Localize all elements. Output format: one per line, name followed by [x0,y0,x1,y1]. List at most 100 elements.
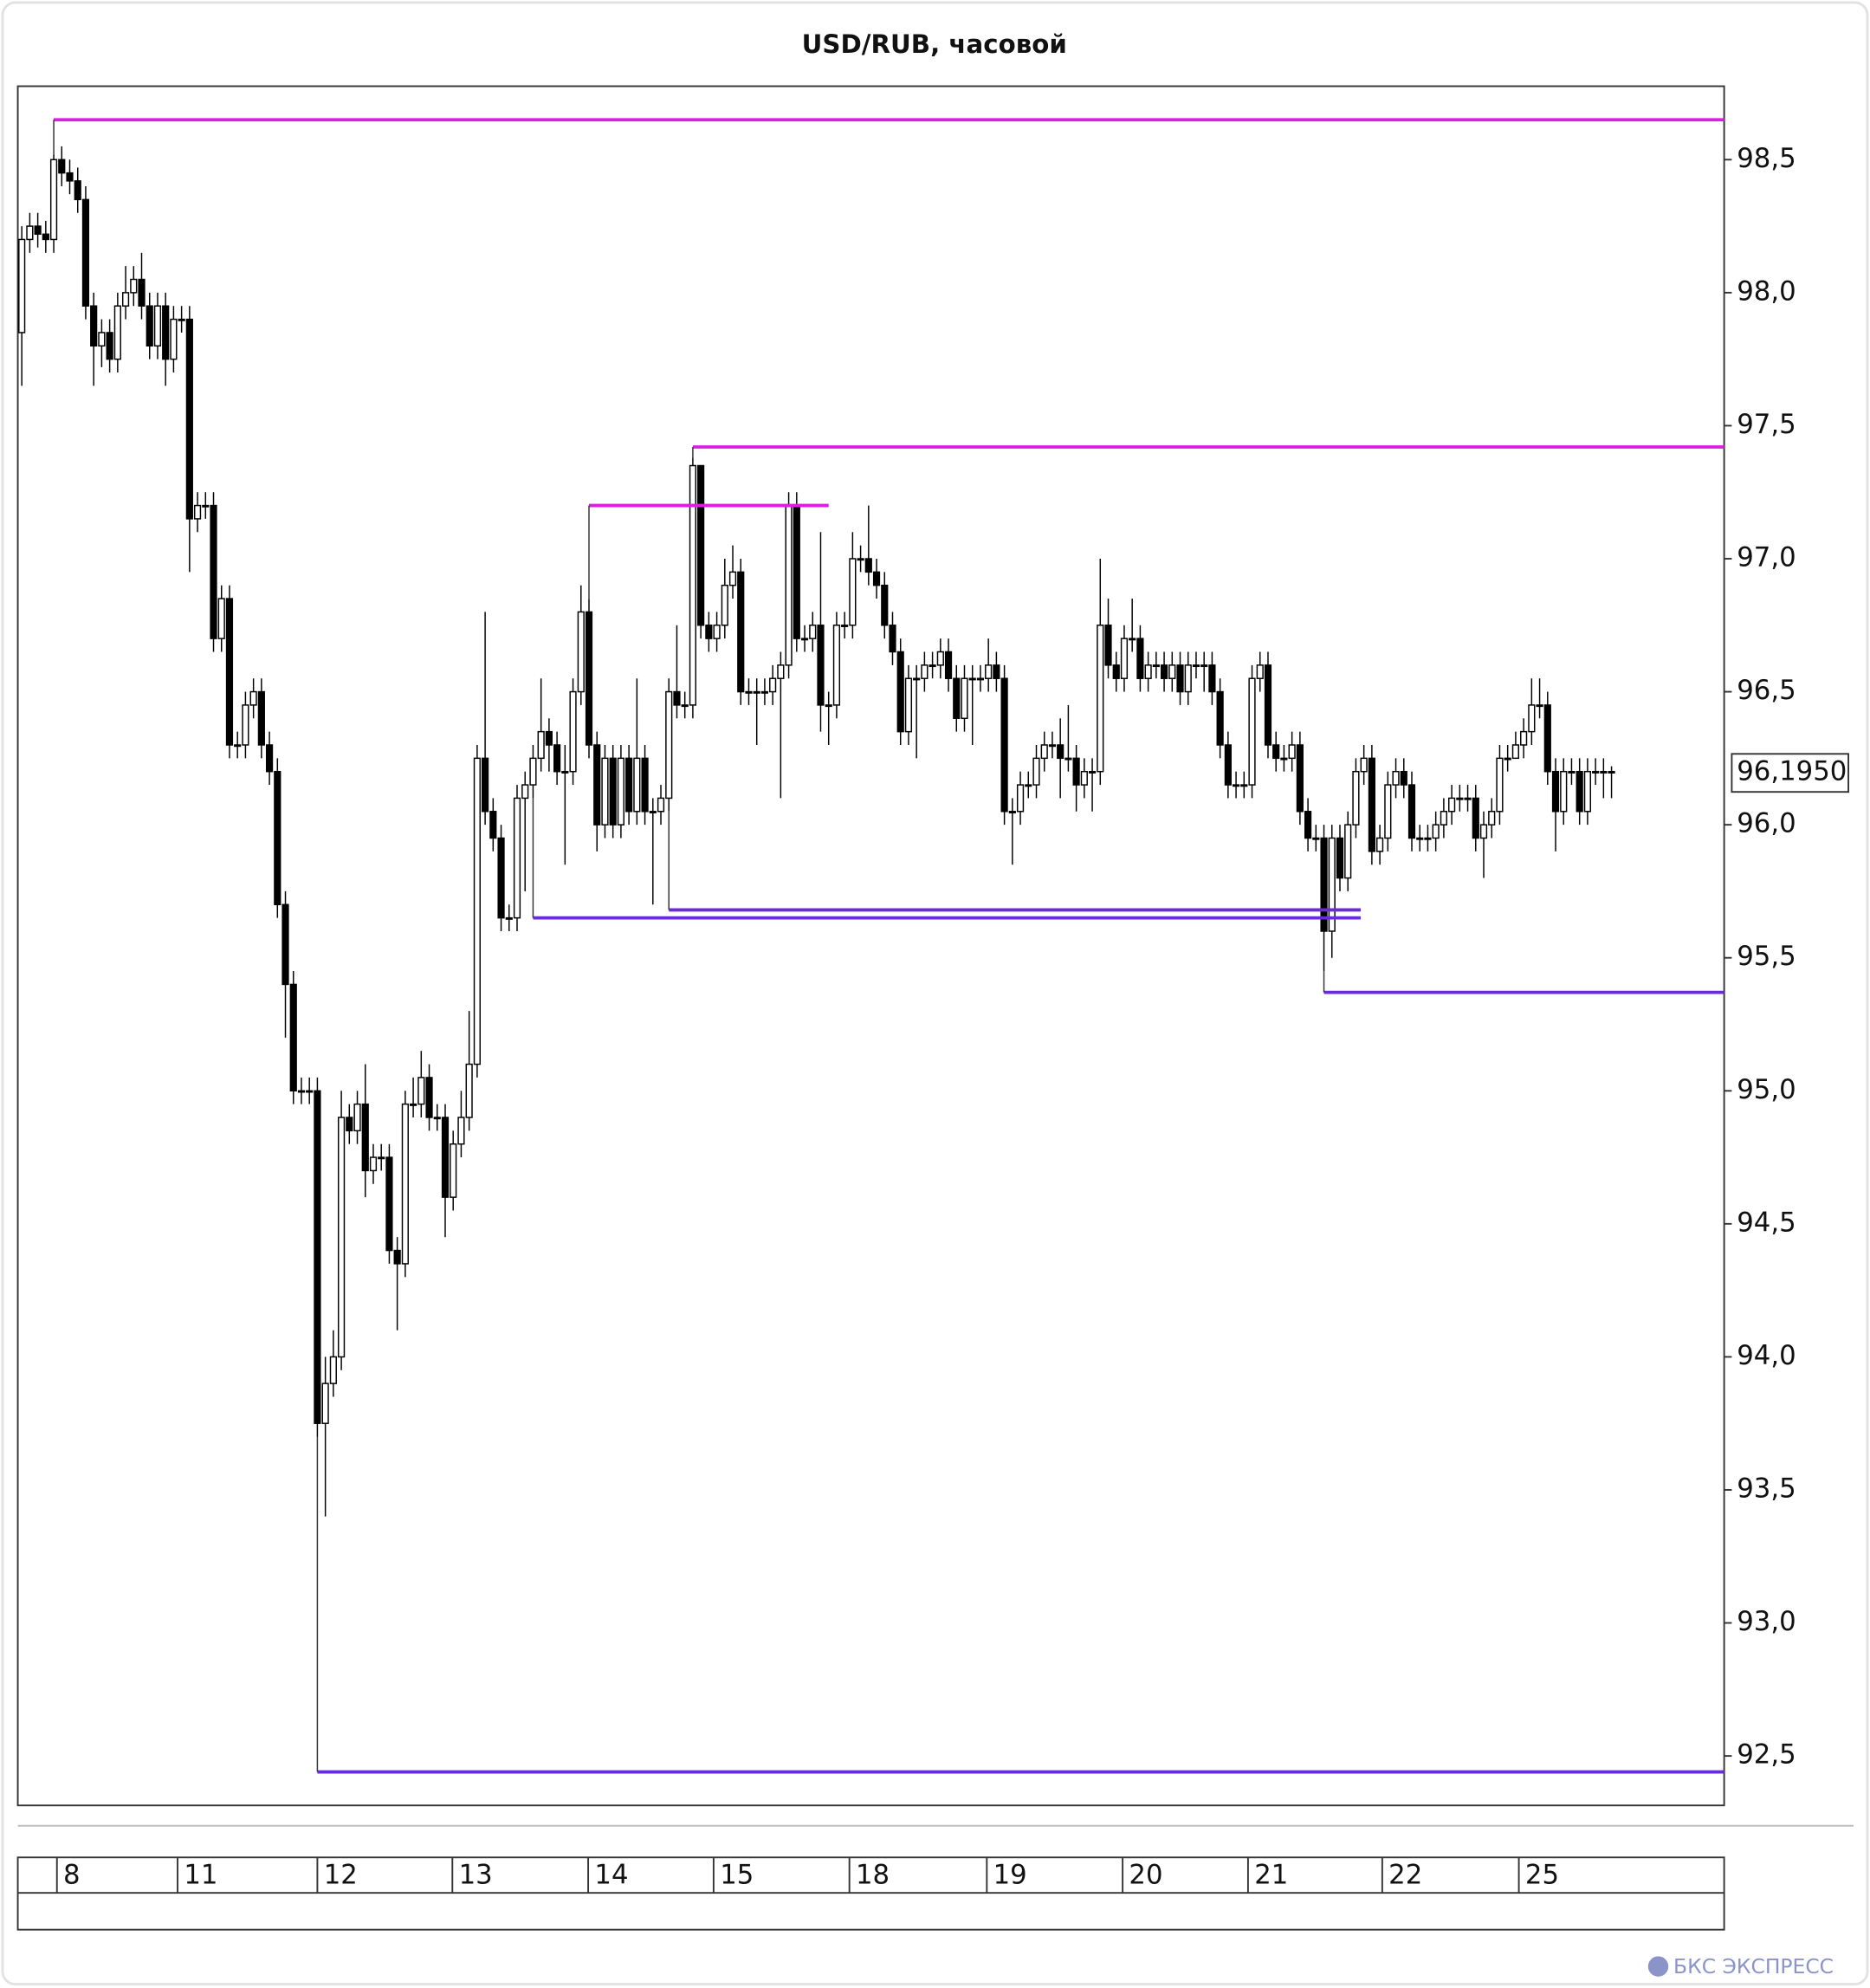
candle-body [993,664,1000,679]
candle-body [1000,677,1008,813]
candle-body [1072,757,1080,786]
candle-body [242,704,249,746]
candle-body [896,651,904,733]
candle-body [1336,837,1344,879]
candle-body [202,504,210,508]
candle-body [689,464,697,706]
candle-body [849,558,857,626]
candle-body [760,690,769,694]
candle-body [976,677,985,681]
candle-body [1184,664,1192,693]
candle-body [913,677,921,681]
candle-body [193,504,202,520]
candle-body [753,690,760,694]
candle-body [737,571,745,693]
candle-body [26,225,34,241]
candle-body [1008,811,1016,813]
candle-body [1064,757,1072,761]
candle-body [497,837,505,919]
candle-body [98,332,106,347]
candle-body [1032,757,1040,786]
candle-body [521,784,529,800]
candle-body [49,159,58,241]
candle-body [489,811,497,839]
candle-body [609,757,617,826]
candle-body [785,504,793,666]
candle-body [409,1103,417,1106]
candle-body [665,690,673,800]
x-tick-label: 18 [856,1860,890,1891]
candle-body [90,305,98,347]
candle-body [1120,638,1129,679]
candle-body [58,159,66,174]
candle-body [1304,811,1312,839]
candle-body [1488,811,1496,826]
candle-body [537,730,545,760]
y-tick-label: 97,5 [1737,409,1796,440]
y-tick-label: 96,5 [1737,675,1796,706]
candle-body [249,690,257,706]
candle-body [585,611,593,746]
candle-body [1272,744,1280,760]
y-tick-label: 94,5 [1737,1207,1796,1238]
candle-body [34,225,42,236]
candle-body [1112,664,1120,679]
candle-body [473,757,481,1065]
candle-body [1344,824,1352,879]
x-tick-label: 22 [1388,1860,1422,1891]
candle-body [153,305,162,347]
x-tick-label: 21 [1254,1860,1288,1891]
candle-body [545,730,553,746]
candle-body [210,504,217,639]
candle-body [529,757,537,786]
footer-brand: БКС ЭКСПРЕСС [1673,1954,1834,1978]
candle-body [1352,770,1360,826]
candle-body [170,318,178,360]
candle-body [113,305,121,360]
candle-body [713,625,721,639]
candle-body [1136,638,1144,679]
y-tick-label: 93,5 [1737,1473,1796,1504]
candle-body [1168,664,1176,679]
candle-body [1288,744,1296,760]
candle-body [162,305,170,360]
candle-body [601,757,609,826]
candle-body [1384,784,1392,839]
x-tick-label: 19 [993,1860,1027,1891]
candle-body [961,677,968,720]
y-tick-label: 96,0 [1737,808,1796,839]
candle-body [1608,770,1615,774]
candle-body [904,677,913,733]
candle-body [1200,664,1208,668]
candle-body [1248,677,1256,786]
candle-body [1129,638,1136,641]
x-tick-label: 12 [324,1860,358,1891]
candle-body [968,677,976,681]
candle-body [178,318,185,321]
y-tick-label: 92,5 [1737,1739,1796,1771]
candle-body [1592,770,1600,774]
candle-body [832,625,841,706]
candle-body [872,571,881,586]
candle-body [721,584,728,626]
x-tick-label: 14 [594,1860,628,1891]
candle-body [649,811,657,813]
candle-body [378,1156,385,1160]
candle-body [1511,744,1519,760]
candle-body [728,571,737,586]
candle-body [593,744,601,826]
candle-body [274,770,281,906]
candle-body [1232,784,1240,787]
candle-body [1416,837,1424,840]
candle-body [1016,784,1025,813]
candle-body [1504,757,1511,761]
candle-body [106,332,113,360]
candle-body [185,318,193,520]
candle-body [1520,730,1528,746]
candle-body [513,797,521,919]
candle-body [1216,690,1224,746]
candle-body [18,238,26,333]
x-tick-label: 13 [459,1860,493,1891]
candle-body [1472,797,1479,839]
candle-body [1368,757,1375,852]
